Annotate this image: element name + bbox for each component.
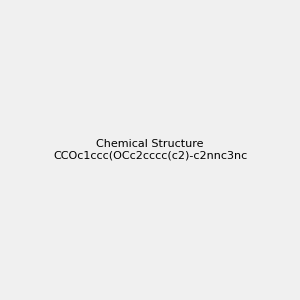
Text: Chemical Structure
CCOc1ccc(OCc2cccc(c2)-c2nnc3nc: Chemical Structure CCOc1ccc(OCc2cccc(c2)… xyxy=(53,139,247,161)
